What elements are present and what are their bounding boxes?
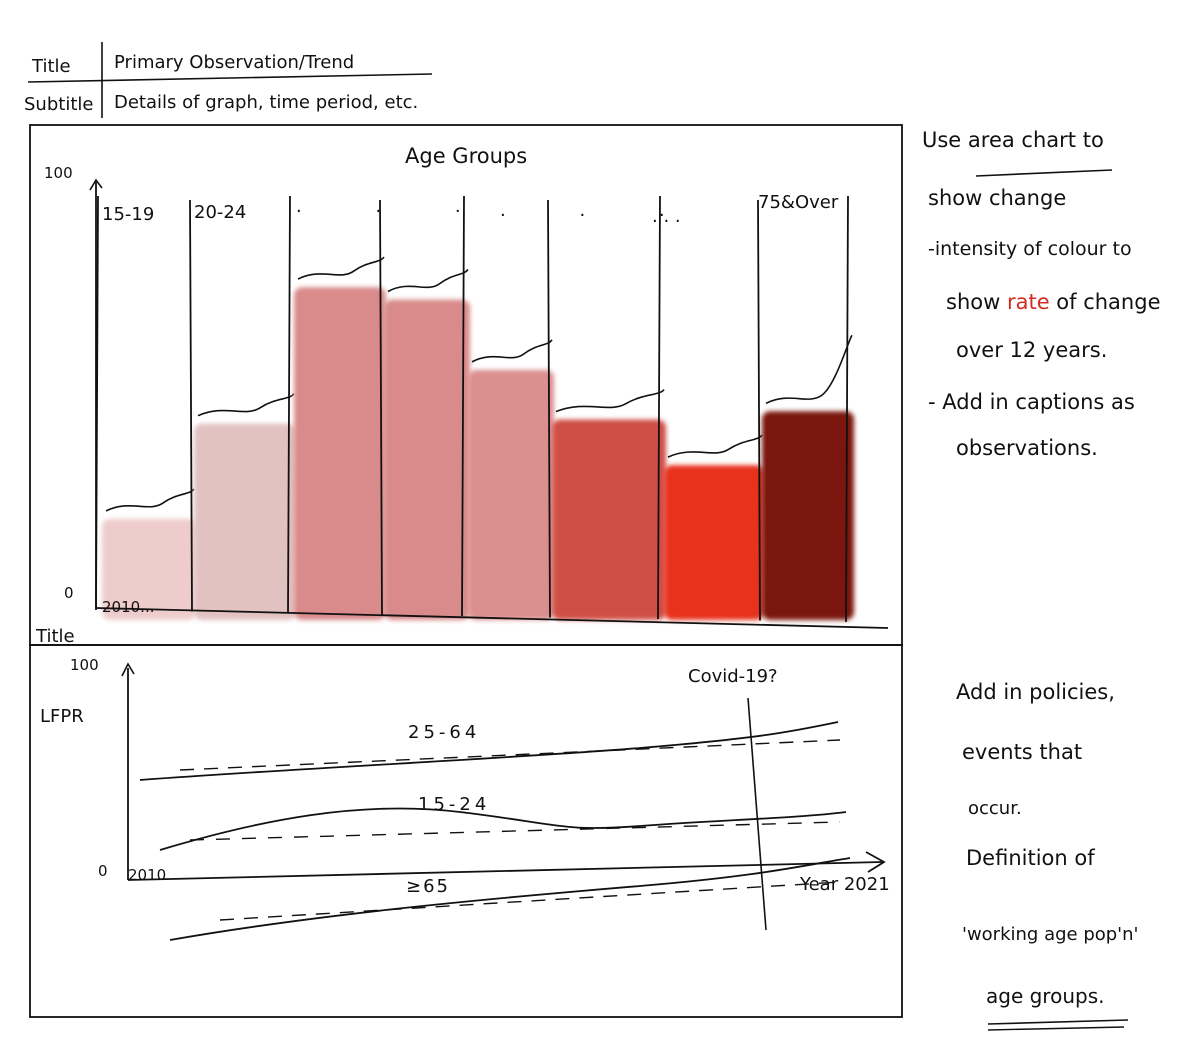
series-label-65: ≥65 — [406, 876, 450, 897]
note-top-line-2: show change — [928, 186, 1066, 210]
note-underline-area-chart — [976, 170, 1112, 176]
note-top-line-7: observations. — [956, 436, 1098, 460]
series-label-15-24: 15-24 — [418, 794, 490, 815]
note-bottom-line-5: 'working age pop'n' — [962, 924, 1138, 945]
bottom-x-end-label: Year 2021 — [800, 874, 890, 895]
age-group-area — [552, 420, 666, 620]
area-trend-line — [198, 394, 294, 416]
note-top-line-4: show rate of change — [946, 290, 1161, 314]
note-bottom-line-1: Add in policies, — [956, 680, 1115, 704]
age-group-area — [664, 465, 764, 620]
note-underline-age-groups-2 — [988, 1027, 1124, 1030]
top-x-start-label: 2010... — [102, 598, 154, 616]
note-underline-age-groups — [988, 1020, 1128, 1024]
series-trend-65 — [220, 882, 840, 920]
area-trend-line — [556, 390, 664, 412]
note-bottom-line-3: occur. — [968, 798, 1022, 819]
header-title-label: Title — [32, 56, 71, 77]
area-fills — [102, 257, 854, 620]
covid-marker-line — [748, 698, 766, 930]
panel-dots-3: . . . — [652, 206, 681, 227]
note-top-line-1: Use area chart to — [922, 128, 1104, 152]
note-bottom-line-2: events that — [962, 740, 1082, 764]
top-y-min-label: 0 — [64, 584, 74, 602]
age-group-area — [468, 370, 554, 620]
bottom-chart-frame — [30, 645, 902, 1017]
age-group-area — [762, 411, 854, 620]
series-line-15-24 — [160, 808, 846, 850]
age-group-area — [384, 300, 470, 621]
age-group-area — [194, 424, 296, 620]
header-subtitle-text: Details of graph, time period, etc. — [114, 92, 418, 113]
panel-label-20-24: 20-24 — [194, 202, 246, 223]
bottom-y-min-label: 0 — [98, 862, 108, 880]
note-bottom-line-6: age groups. — [986, 984, 1104, 1008]
age-group-area — [294, 287, 386, 620]
bottom-title-label: Title — [36, 626, 75, 647]
note-top-line-3: -intensity of colour to — [928, 238, 1132, 260]
series-label-25-64: 25-64 — [408, 722, 480, 743]
covid-event-label: Covid-19? — [688, 666, 778, 687]
series-line-25-64 — [140, 722, 838, 780]
series-trend-15-24 — [190, 822, 840, 840]
area-trend-line — [388, 270, 468, 292]
bottom-y-max-label: 100 — [70, 656, 99, 674]
panel-label-75-over: 75&Over — [758, 192, 838, 213]
area-trend-line — [668, 435, 762, 457]
area-trend-line — [106, 489, 194, 511]
area-trend-line — [298, 257, 384, 279]
title-underline — [28, 74, 432, 82]
top-y-max-label: 100 — [44, 164, 73, 182]
bottom-y-axis-label: LFPR — [40, 706, 84, 727]
header-subtitle-label: Subtitle — [24, 94, 93, 115]
panel-dots-1: . . . — [296, 196, 495, 217]
note-area-chart-emphasis: area chart — [968, 128, 1076, 152]
top-chart-heading: Age Groups — [405, 144, 527, 168]
note-top-line-5: over 12 years. — [956, 338, 1107, 362]
bottom-x-start-label: 2010 — [128, 866, 166, 884]
header-title-text: Primary Observation/Trend — [114, 52, 354, 73]
note-top-line-6: - Add in captions as — [928, 390, 1135, 414]
panel-label-15-19: 15-19 — [102, 204, 154, 225]
note-bottom-line-4: Definition of — [966, 846, 1095, 870]
area-trend-line — [472, 340, 552, 362]
series-trend-25-64 — [180, 740, 840, 770]
area-trend-line — [766, 335, 852, 403]
note-rate-emphasis: rate — [1007, 290, 1050, 314]
